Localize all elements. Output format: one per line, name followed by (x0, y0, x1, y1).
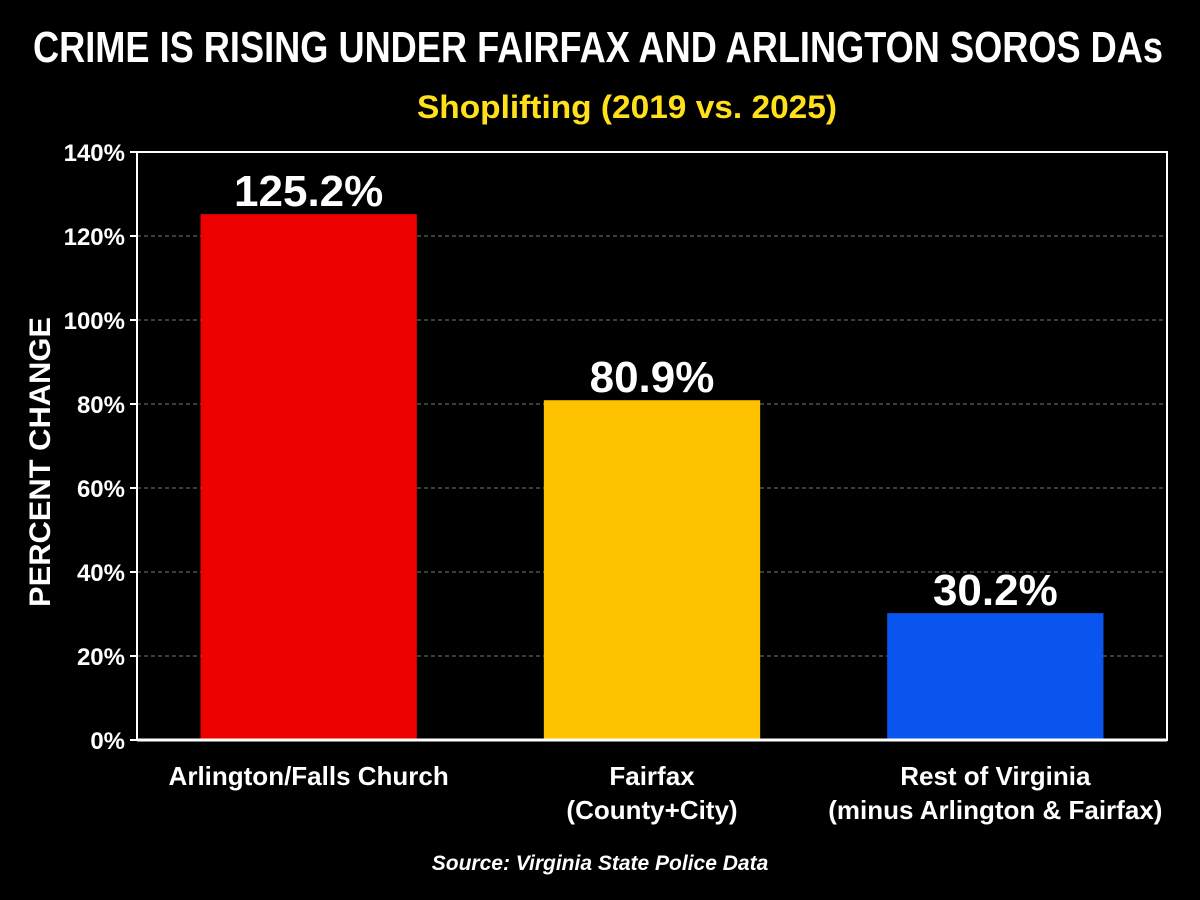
chart-title: CRIME IS RISING UNDER FAIRFAX AND ARLING… (33, 23, 1163, 72)
y-tick-label: 100% (64, 308, 125, 335)
data-label: 80.9% (590, 353, 715, 402)
data-label: 125.2% (234, 167, 383, 216)
bar (200, 214, 417, 740)
y-axis-label: PERCENT CHANGE (24, 317, 57, 607)
y-tick-label: 120% (64, 224, 125, 251)
y-tick-label: 20% (77, 644, 125, 671)
y-tick-label: 40% (77, 560, 125, 587)
y-tick-label: 60% (77, 476, 125, 503)
chart-subtitle: Shoplifting (2019 vs. 2025) (417, 89, 837, 125)
x-tick-label: Rest of Virginia (minus Arlington & Fairf… (828, 761, 1162, 825)
y-tick-label: 0% (90, 728, 125, 755)
x-tick-label: Fairfax (County+City) (566, 761, 737, 825)
y-tick-label: 80% (77, 392, 125, 419)
bar (887, 613, 1104, 740)
x-tick-label: Arlington/Falls Church (169, 761, 449, 791)
y-tick-label: 140% (64, 140, 125, 167)
source-note: Source: Virginia State Police Data (432, 852, 769, 875)
bar (543, 400, 761, 740)
data-label: 30.2% (933, 566, 1058, 615)
